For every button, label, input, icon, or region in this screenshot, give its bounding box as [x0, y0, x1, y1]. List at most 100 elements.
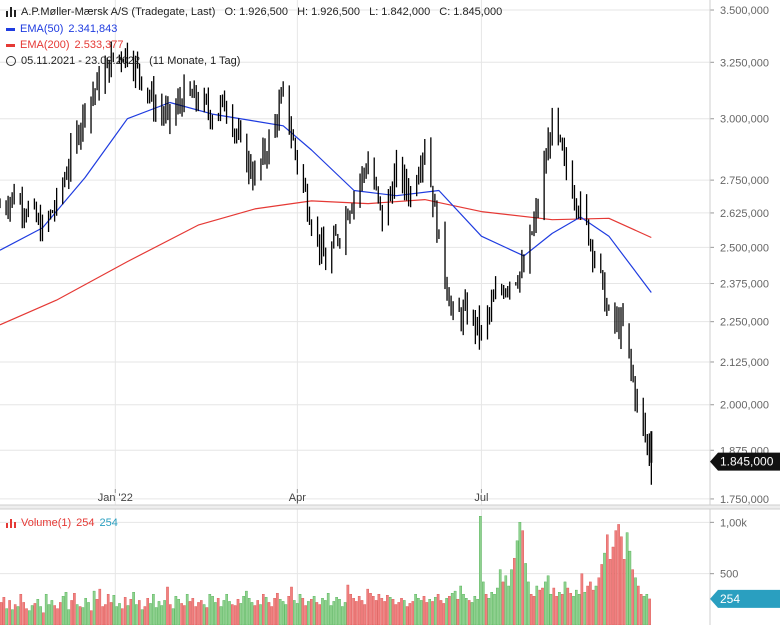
volume-bar [442, 603, 446, 625]
volume-bar [89, 610, 93, 625]
volume-bar [262, 594, 265, 625]
volume-bar [132, 592, 135, 625]
volume-bar [572, 596, 575, 625]
volume-bar [44, 594, 48, 625]
low-label: L: [369, 6, 379, 18]
volume-bar [394, 604, 398, 625]
ema50-line-layer [0, 101, 652, 293]
volume-bar [115, 606, 118, 625]
volume-bar [276, 593, 279, 625]
volume-bar [555, 596, 558, 625]
open-value: 1.926,500 [239, 6, 289, 18]
volume-bar [594, 585, 598, 625]
close-value: 1.845,000 [453, 6, 503, 18]
volume-bar [645, 594, 649, 625]
volume-bar [70, 600, 73, 625]
volume-bar [639, 594, 643, 625]
volume-bar [310, 599, 313, 625]
volume-bar [143, 606, 147, 625]
y-tick-label: 3.250,000 [720, 57, 769, 69]
volume-bar [135, 604, 138, 625]
volume-legend[interactable]: Volume(1) 254 254 [6, 517, 118, 529]
volume-bar [50, 600, 54, 625]
volume-bar [245, 590, 248, 625]
x-tick-label: Jul [474, 492, 488, 504]
volume-bar [259, 604, 262, 625]
volume-bar [278, 599, 282, 625]
volume-bar [586, 585, 589, 625]
volume-bar [123, 597, 127, 625]
volume-bar [642, 596, 646, 625]
clock-icon [6, 56, 16, 67]
volume-bar [439, 600, 443, 625]
volume-bar [411, 601, 415, 625]
volume-bar [606, 534, 609, 625]
volume-bar [529, 594, 533, 625]
ema50-label: EMA(50) [20, 23, 64, 35]
y-tick-label: 2.125,000 [720, 357, 769, 369]
volume-bar [527, 581, 530, 625]
volume-bar [577, 594, 581, 625]
volume-bar [137, 600, 141, 625]
y-tick-label: 2.500,000 [720, 242, 769, 254]
volume-bar [372, 596, 375, 625]
y-tick-label: 3.000,000 [720, 114, 769, 126]
volume-bar [448, 596, 451, 625]
volume-bar [101, 606, 104, 625]
volume-bar [405, 606, 409, 625]
volume-bar [580, 573, 584, 625]
volume-bar [194, 606, 198, 625]
volume-bar [324, 600, 327, 625]
volume-bar [518, 522, 522, 625]
volume-bar [380, 598, 384, 625]
volume-bar [622, 559, 626, 625]
volume-bar [583, 592, 587, 625]
volume-bar [498, 569, 502, 625]
volume-bar [620, 536, 623, 625]
low-value: 1.842,000 [381, 6, 431, 18]
y-tick-label: 1.750,000 [720, 494, 769, 506]
volume-bar [383, 601, 386, 625]
ema200-legend[interactable]: EMA(200) 2.533,377 [6, 39, 123, 51]
x-tick-label: Apr [289, 492, 306, 504]
volume-bar [126, 605, 130, 625]
volume-bar [152, 594, 155, 625]
volume-bar [304, 605, 307, 625]
volume-bar [346, 584, 350, 625]
volume-bar [273, 598, 276, 625]
volume-bar [183, 605, 186, 625]
current-volume-badge: 254 [710, 589, 780, 608]
volume-bar [575, 589, 578, 625]
ema200-swatch [6, 43, 15, 47]
volume-bar [312, 596, 316, 625]
volume-bar [149, 603, 152, 625]
volume-bar [205, 607, 209, 625]
volume-bar [360, 600, 364, 625]
volume-bar [484, 594, 488, 625]
volume-bar [104, 604, 107, 625]
y-tick-label: 2.750,000 [720, 175, 769, 187]
ema200-line-layer [0, 199, 652, 326]
bar-chart-icon [6, 7, 16, 18]
volume-bar [611, 546, 615, 625]
volume-bar [450, 593, 454, 625]
volume-bar [476, 599, 479, 625]
volume-bar [436, 594, 440, 625]
volume-bar [403, 600, 406, 625]
volume-bar [417, 598, 420, 625]
volume-bar [284, 604, 288, 625]
volume-value-blue: 254 [99, 517, 118, 529]
volume-bar [589, 581, 592, 625]
current-price-badge: 1.845,000 [710, 452, 780, 471]
volume-bar [431, 601, 434, 625]
volume-bar [456, 599, 460, 625]
volume-bar [422, 596, 426, 625]
ema50-legend[interactable]: EMA(50) 2.341,843 [6, 23, 117, 35]
volume-bar [338, 599, 341, 625]
volume-bar [160, 605, 164, 625]
volume-bar [459, 585, 463, 625]
volume-bar [87, 602, 90, 625]
volume-icon [6, 518, 16, 528]
volume-bar [603, 552, 606, 625]
